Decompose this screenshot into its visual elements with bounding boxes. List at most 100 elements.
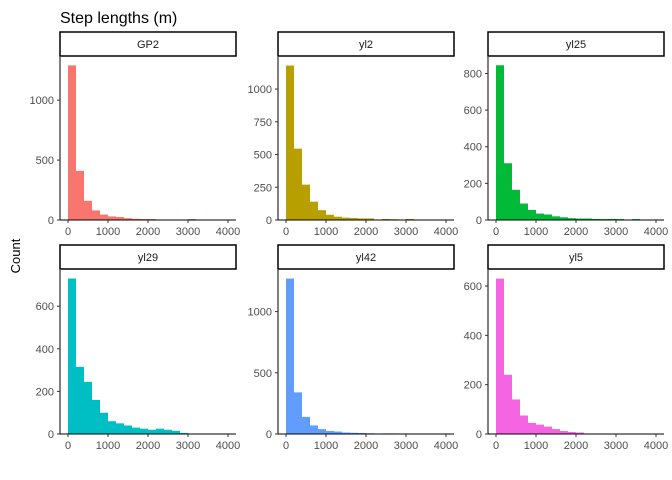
histogram-bar bbox=[406, 218, 414, 220]
x-tick-label: 4000 bbox=[434, 226, 458, 238]
histogram-bar bbox=[560, 431, 568, 434]
x-tick-label: 0 bbox=[283, 440, 289, 452]
x-tick-label: 3000 bbox=[394, 440, 418, 452]
x-tick-label: 3000 bbox=[176, 440, 200, 452]
x-tick-label: 1000 bbox=[524, 440, 548, 452]
histogram-bar bbox=[536, 424, 544, 434]
histogram-bar bbox=[180, 432, 188, 434]
histogram-bars bbox=[496, 278, 584, 434]
x-tick-label: 1000 bbox=[314, 226, 338, 238]
histogram-bar bbox=[148, 429, 156, 434]
histogram-bar bbox=[552, 216, 560, 220]
x-tick-label: 0 bbox=[283, 226, 289, 238]
histogram-bar bbox=[496, 278, 504, 434]
histogram-bar bbox=[302, 416, 310, 434]
facet-strip-label: yl5 bbox=[569, 252, 583, 264]
y-tick-label: 200 bbox=[464, 380, 482, 392]
facet-strip bbox=[59, 31, 237, 57]
histogram-bar bbox=[132, 427, 140, 434]
y-tick-label: 0 bbox=[266, 429, 272, 441]
y-tick-label: 400 bbox=[36, 344, 54, 356]
histogram-bar bbox=[350, 218, 358, 220]
histogram-bars bbox=[286, 65, 414, 220]
facet-panel-GP2: GP2 0 500 1000 0 1000 2000 3000 4000 bbox=[30, 31, 240, 238]
histogram-bar bbox=[310, 425, 318, 434]
histogram-bar bbox=[568, 432, 576, 434]
x-tick-label: 0 bbox=[493, 226, 499, 238]
histogram-bar bbox=[172, 430, 180, 434]
histogram-bar bbox=[108, 216, 116, 220]
y-tick-label: 1000 bbox=[30, 95, 54, 107]
histogram-bar bbox=[92, 399, 100, 434]
histogram-bar bbox=[608, 218, 616, 220]
facet-strip bbox=[277, 244, 455, 270]
histogram-bar bbox=[294, 148, 302, 220]
histogram-bar bbox=[68, 278, 76, 434]
histogram-bar bbox=[504, 163, 512, 220]
facet-strip-label: yl25 bbox=[566, 39, 586, 51]
x-tick-label: 2000 bbox=[564, 440, 588, 452]
histogram-bar bbox=[528, 209, 536, 220]
x-tick-label: 2000 bbox=[354, 440, 378, 452]
histogram-bar bbox=[326, 214, 334, 220]
histogram-bar bbox=[544, 214, 552, 220]
histogram-bar bbox=[504, 374, 512, 434]
histogram-bar bbox=[132, 218, 140, 220]
histogram-bar bbox=[108, 421, 116, 434]
x-tick-label: 4000 bbox=[644, 440, 668, 452]
histogram-bar bbox=[310, 201, 318, 220]
histogram-bar bbox=[334, 431, 342, 434]
histogram-bar bbox=[100, 214, 108, 220]
x-tick-label: 2000 bbox=[354, 226, 378, 238]
y-tick-label: 600 bbox=[464, 105, 482, 117]
y-tick-label: 500 bbox=[254, 150, 272, 162]
histogram-bar bbox=[124, 425, 132, 434]
x-tick-label: 0 bbox=[65, 440, 71, 452]
y-axis-title: Count bbox=[8, 238, 23, 273]
facet-strip bbox=[487, 31, 665, 57]
histogram-bar bbox=[100, 412, 108, 434]
histogram-bar bbox=[512, 189, 520, 220]
facet-panel-yl42: yl42 0 500 1000 0 1000 2000 3000 4000 bbox=[248, 244, 458, 452]
y-tick-label: 400 bbox=[464, 330, 482, 342]
y-tick-label: 500 bbox=[36, 155, 54, 167]
histogram-bar bbox=[496, 65, 504, 220]
y-tick-label: 1000 bbox=[248, 84, 272, 96]
histogram-bars bbox=[496, 65, 640, 220]
x-tick-label: 2000 bbox=[564, 226, 588, 238]
y-tick-label: 500 bbox=[254, 368, 272, 380]
histogram-bar bbox=[366, 218, 374, 220]
histogram-bar bbox=[544, 426, 552, 434]
x-tick-label: 0 bbox=[493, 440, 499, 452]
y-tick-label: 250 bbox=[254, 182, 272, 194]
y-tick-label: 0 bbox=[48, 215, 54, 227]
y-tick-label: 0 bbox=[476, 215, 482, 227]
y-tick-label: 400 bbox=[464, 142, 482, 154]
histogram-bar bbox=[334, 216, 342, 220]
y-tick-label: 200 bbox=[36, 386, 54, 398]
histogram-bar bbox=[302, 184, 310, 220]
x-tick-label: 0 bbox=[65, 226, 71, 238]
facet-strip bbox=[59, 244, 237, 270]
facet-strip-label: yl29 bbox=[138, 252, 158, 264]
x-tick-label: 3000 bbox=[604, 226, 628, 238]
histogram-bar bbox=[512, 399, 520, 434]
facet-strip-label: yl2 bbox=[359, 39, 373, 51]
x-tick-label: 4000 bbox=[434, 440, 458, 452]
histogram-bar bbox=[116, 423, 124, 434]
x-tick-label: 1000 bbox=[96, 226, 120, 238]
y-tick-label: 800 bbox=[464, 68, 482, 80]
histogram-bar bbox=[520, 203, 528, 220]
facet-panel-yl29: yl29 0 200 400 600 0 1000 2000 3000 4000 bbox=[36, 244, 240, 452]
histogram-bar bbox=[528, 422, 536, 434]
x-tick-label: 3000 bbox=[176, 226, 200, 238]
histogram-bar bbox=[358, 218, 366, 220]
histogram-bars bbox=[68, 65, 196, 220]
histogram-bar bbox=[592, 218, 600, 220]
y-tick-label: 0 bbox=[48, 429, 54, 441]
histogram-bars bbox=[286, 278, 398, 434]
histogram-bar bbox=[76, 170, 84, 220]
facet-panel-yl25: yl25 0 200 400 600 800 0 1000 2000 3000 4000 bbox=[464, 31, 668, 238]
histogram-bar bbox=[326, 430, 334, 434]
